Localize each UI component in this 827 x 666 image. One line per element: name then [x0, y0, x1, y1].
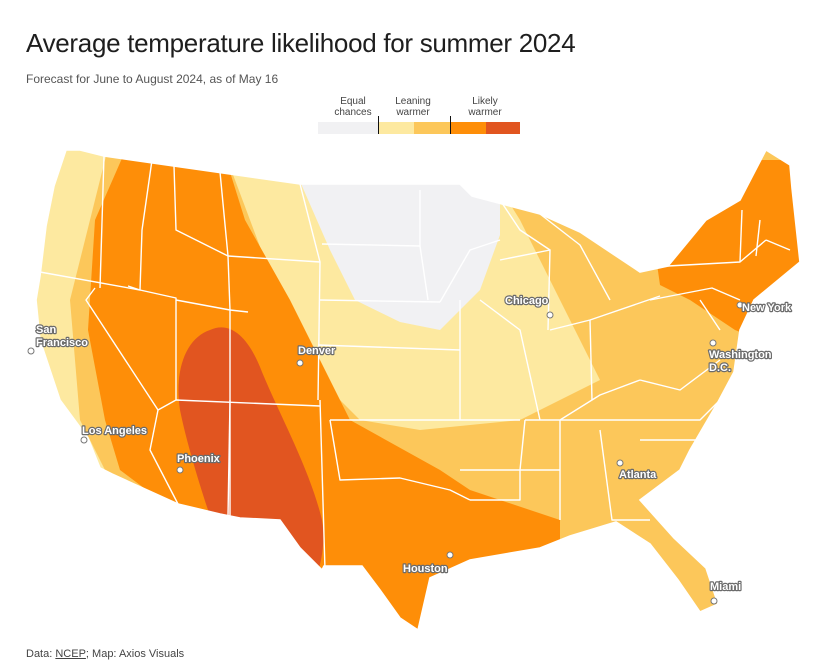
us-map: Chicago New York Washington D.C. San Fra… — [27, 148, 801, 632]
forecast-bands — [36, 150, 800, 630]
city-dot-miami — [710, 597, 718, 605]
city-dot-new-york — [736, 301, 744, 309]
city-label-denver: Denver — [298, 345, 336, 357]
city-label-houston: Houston — [403, 563, 448, 575]
city-label-miami: Miami — [710, 581, 741, 593]
us-outline — [35, 148, 801, 632]
city-label-new-york: New York — [742, 302, 792, 314]
band-equal-chances — [295, 170, 500, 330]
city-markers: Chicago New York Washington D.C. San Fra… — [27, 294, 793, 605]
chart-subtitle: Forecast for June to August 2024, as of … — [26, 72, 279, 86]
city-dot-denver — [296, 359, 304, 367]
city-label-phoenix: Phoenix — [177, 453, 221, 465]
band-likely-warmer-strong — [178, 327, 324, 572]
chart-title: Average temperature likelihood for summe… — [26, 28, 576, 58]
city-label-chicago: Chicago — [505, 295, 549, 307]
legend-swatch-leaning-1 — [378, 122, 414, 134]
city-dot-san-francisco — [27, 347, 35, 355]
city-label-atlanta: Atlanta — [619, 469, 657, 481]
city-dot-houston — [446, 551, 454, 559]
city-label-los-angeles: Los Angeles — [82, 425, 147, 437]
city-dot-los-angeles — [80, 436, 88, 444]
legend-swatch-likely-2 — [486, 122, 520, 134]
state-borders — [39, 155, 791, 571]
source-note: Data: NCEP; Map: Axios Visuals — [26, 648, 184, 660]
legend-divider-2 — [450, 116, 451, 134]
legend-label-leaning: Leaning warmer — [395, 96, 431, 118]
city-dot-chicago — [546, 311, 554, 319]
band-leaning-warmer-light-west — [36, 150, 120, 500]
legend-swatch-likely-1 — [450, 122, 486, 134]
legend-swatch-equal — [318, 122, 378, 134]
city-dot-atlanta — [616, 459, 624, 467]
legend: Equal chances Leaning warmer Likely warmer — [318, 96, 524, 140]
city-label-washington: Washington D.C. — [709, 349, 775, 374]
source-link-ncep[interactable]: NCEP — [55, 648, 86, 660]
city-dot-washington — [709, 339, 717, 347]
city-dot-phoenix — [176, 466, 184, 474]
legend-label-likely: Likely warmer — [468, 96, 502, 118]
city-label-san-francisco: San Francisco — [36, 324, 88, 349]
source-suffix: ; Map: Axios Visuals — [85, 648, 185, 660]
band-likely-warmer-west — [88, 150, 560, 630]
source-prefix: Data: — [26, 648, 56, 660]
legend-label-equal: Equal chances — [334, 96, 372, 118]
legend-divider-1 — [378, 116, 379, 134]
legend-swatch-leaning-2 — [414, 122, 450, 134]
